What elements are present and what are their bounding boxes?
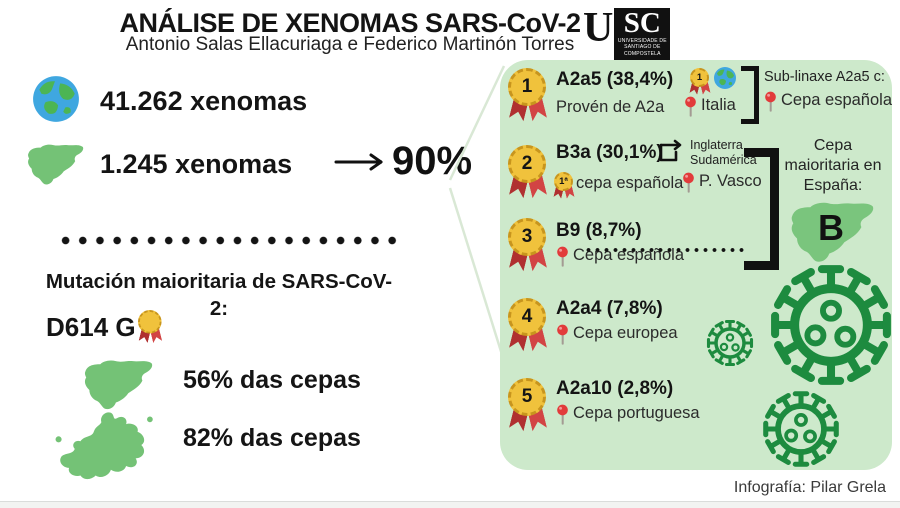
majority-bracket	[744, 148, 779, 270]
strain-4-name: A2a4 (7,8%)	[556, 298, 663, 319]
sublineage-bracket	[741, 66, 759, 124]
badge-text: 1	[696, 72, 703, 83]
coronavirus-icon-small	[705, 318, 755, 368]
sublineage-label: Sub-linaxe A2a5 c:	[764, 69, 885, 85]
strain-1-origin: Provén de A2a	[556, 98, 665, 116]
coronavirus-icon-large	[766, 260, 892, 390]
rank-4-medal: 4	[508, 298, 548, 354]
rank-2-medal: 2	[508, 145, 548, 201]
strain-2-pin-row: P. Vasco	[682, 172, 762, 194]
globe-icon	[713, 66, 737, 90]
strain-2-name: B3a (30,1%)	[556, 142, 663, 163]
usc-logo-sc: SC	[623, 7, 661, 39]
right-arrow-icon	[334, 153, 383, 171]
globe-icon	[31, 74, 81, 124]
majority-label: Cepa maioritaria en España:	[784, 137, 882, 194]
strain-5-pin-row: Cepa portuguesa	[556, 404, 700, 426]
mutation-heading: Mutación maioritaria de SARS-CoV-2:	[45, 270, 393, 321]
rank-3-number: 3	[521, 226, 533, 247]
strain-4-pin-row: Cepa europea	[556, 324, 678, 346]
rank-2-number: 2	[521, 153, 533, 174]
rank-5-medal: 5	[508, 378, 548, 434]
pin-icon	[556, 404, 569, 426]
first-place-badge-icon: 1	[690, 68, 710, 96]
strain-2-pin-label: P. Vasco	[699, 172, 762, 190]
usc-logo-u: U	[583, 5, 614, 51]
majority-strain-letter: B	[818, 207, 844, 248]
dotted-connector	[584, 246, 744, 254]
spain-map-icon	[80, 354, 158, 412]
europe-map-icon	[50, 407, 168, 485]
strain-5-pin-label: Cepa portuguesa	[573, 404, 700, 422]
strain-3-name: B9 (8,7%)	[556, 220, 642, 241]
sublineage-pin-row: Cepa española	[764, 91, 892, 113]
usc-logo-caption: UNIVERSIDADE DE SANTIAGO DE COMPOSTELA	[617, 38, 667, 57]
rank-number: 1	[508, 68, 546, 106]
badge-text: 1ª	[559, 176, 568, 187]
spread-arrow-icon	[659, 139, 682, 162]
spain-share: 56% das cepas	[183, 366, 361, 394]
usc-logo: U SC UNIVERSIDADE DE SANTIAGO DE COMPOST…	[583, 5, 671, 60]
medal-disc	[138, 310, 162, 334]
first-spanish-badge-icon: 1ª	[554, 172, 574, 200]
strain-1-pin-label: Italia	[701, 96, 736, 114]
pin-icon	[684, 96, 697, 118]
page-title: ANÁLISE DE XENOMAS SARS-CoV-2	[119, 8, 581, 38]
sublineage-pin-label: Cepa española	[781, 91, 892, 109]
world-genomes-count: 41.262 xenomas	[100, 86, 308, 116]
pin-icon	[764, 91, 777, 113]
rank-1-number: 1	[521, 76, 533, 97]
pin-icon	[556, 324, 569, 346]
strain-1-pin-row: Italia	[684, 96, 736, 118]
strain-2-spread-1: Inglaterra	[690, 138, 743, 152]
bottom-bar	[0, 501, 900, 508]
strain-2-note: cepa española	[576, 174, 684, 192]
callout-lines	[448, 65, 506, 362]
mutation-name: D614 G	[46, 312, 136, 342]
page-subtitle: Antonio Salas Ellacuriaga e Federico Mar…	[125, 34, 575, 55]
coronavirus-icon-medium	[760, 388, 842, 470]
strain-1-name: A2a5 (38,4%)	[556, 69, 674, 90]
credit-text: Infografía: Pilar Grela	[733, 479, 886, 496]
rank-1-medal: 1	[508, 68, 548, 124]
strain-ranking-panel: 1 A2a5 (38,4%) 1 Provén de A2a Italia Su…	[500, 60, 892, 470]
rank-5-number: 5	[521, 386, 533, 407]
strain-2-spread-2: Sudamérica	[690, 153, 757, 167]
dotted-divider	[55, 234, 400, 247]
rank-3-medal: 3	[508, 218, 548, 274]
rank-4-number: 4	[521, 306, 533, 327]
pin-icon	[682, 172, 695, 194]
medal-icon	[138, 310, 163, 345]
spain-genomes-count: 1.245 xenomas	[100, 149, 293, 179]
spain-map-icon	[24, 139, 88, 187]
europe-share: 82% das cepas	[183, 424, 361, 452]
strain-5-name: A2a10 (2,8%)	[556, 378, 674, 399]
pin-icon	[556, 246, 569, 268]
strain-4-pin-label: Cepa europea	[573, 324, 678, 342]
usc-logo-box: SC UNIVERSIDADE DE SANTIAGO DE COMPOSTEL…	[614, 7, 671, 60]
